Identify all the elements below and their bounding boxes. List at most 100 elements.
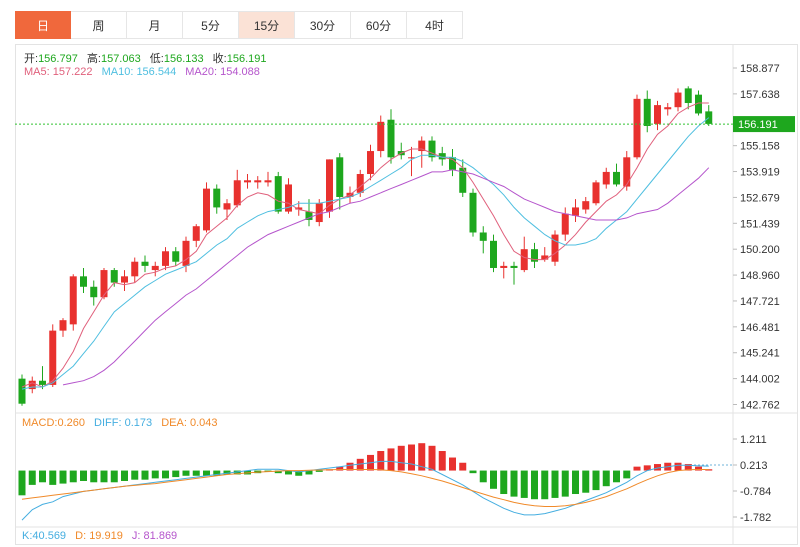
macd-bar xyxy=(90,470,98,483)
macd-tick-label: -0.784 xyxy=(740,486,771,498)
candle-body xyxy=(18,378,26,404)
candle-body xyxy=(561,213,569,235)
candle-body xyxy=(192,226,200,241)
macd-readout: MACD:0.260 DIFF: 0.173 DEA: 0.043 xyxy=(22,417,223,429)
candle-body xyxy=(377,121,385,152)
tab-day[interactable]: 日 xyxy=(15,11,71,39)
tab-month[interactable]: 月 xyxy=(127,11,183,39)
macd-bar xyxy=(18,470,26,496)
candle-body xyxy=(233,180,241,206)
macd-bar xyxy=(387,448,395,471)
j-readout: J: 81.869 xyxy=(132,530,177,542)
macd-bar xyxy=(49,470,57,485)
macd-label: MACD: xyxy=(22,417,58,429)
candle-body xyxy=(274,176,282,212)
tab-30min[interactable]: 30分 xyxy=(295,11,351,39)
macd-bar xyxy=(623,470,631,479)
diff-line xyxy=(21,460,709,521)
macd-bar xyxy=(654,464,661,471)
tab-5min[interactable]: 5分 xyxy=(183,11,239,39)
candle-body xyxy=(520,249,528,271)
candle-body xyxy=(254,180,262,183)
candle-body xyxy=(592,182,600,204)
macd-bar xyxy=(377,451,385,471)
macd-bar xyxy=(592,470,600,491)
macd-bar xyxy=(28,470,36,485)
macd-bar xyxy=(213,470,221,476)
candle-body xyxy=(664,107,672,110)
macd-bar xyxy=(479,470,487,483)
macd-bar xyxy=(151,470,159,479)
macd-bar xyxy=(490,470,497,489)
low-label: 低: xyxy=(149,53,164,65)
macd-bar xyxy=(182,470,190,476)
open-value: 156.797 xyxy=(38,53,78,65)
macd-bar xyxy=(141,470,149,480)
macd-bar xyxy=(449,457,456,471)
macd-bar xyxy=(695,466,702,471)
d-label: D: xyxy=(75,530,87,542)
macd-bar xyxy=(172,470,180,478)
macd-bar xyxy=(428,445,436,471)
macd-bar xyxy=(192,470,200,476)
high-value: 157.063 xyxy=(100,53,141,65)
tab-15min[interactable]: 15分 xyxy=(239,11,295,39)
ma5-line xyxy=(21,102,709,388)
candle-body xyxy=(182,240,190,266)
macd-value-readout: MACD:0.260 xyxy=(22,417,85,429)
ma20-value: 154.088 xyxy=(220,66,260,78)
candle-body xyxy=(100,270,108,298)
tab-60min[interactable]: 60分 xyxy=(351,11,407,39)
ma-readout: MA5: 157.222 MA10: 156.544 MA20: 154.088 xyxy=(24,66,266,78)
macd-bar xyxy=(602,470,610,487)
candle-body xyxy=(213,188,221,208)
candle-body xyxy=(643,98,651,126)
candle-body xyxy=(367,151,374,175)
candle-body xyxy=(408,157,415,159)
candle-body xyxy=(285,184,292,212)
macd-bar xyxy=(336,466,344,471)
high-label: 高: xyxy=(86,53,101,65)
diff-label: DIFF: xyxy=(94,417,122,429)
candle-body xyxy=(623,157,631,187)
y-tick-label: 147.721 xyxy=(740,296,780,308)
macd-tick-label: 0.213 xyxy=(740,460,768,472)
macd-bar xyxy=(541,470,549,500)
candle-body xyxy=(633,98,641,158)
macd-tick-label: 1.211 xyxy=(740,434,767,446)
candle-body xyxy=(305,211,313,220)
macd-bar xyxy=(397,445,405,471)
macd-bar xyxy=(110,470,118,483)
macd-bar xyxy=(469,470,477,474)
candle-body xyxy=(510,265,518,268)
candle-body xyxy=(459,167,467,193)
candle-body xyxy=(428,140,436,158)
macd-bar xyxy=(572,470,579,495)
period-tab-bar: 日 周 月 5分 15分 30分 60分 4时 xyxy=(0,0,800,40)
tab-week[interactable]: 周 xyxy=(71,11,127,39)
macd-bar xyxy=(551,470,559,498)
candle-body xyxy=(141,261,149,266)
candle-body xyxy=(479,232,487,241)
candle-body xyxy=(684,88,692,104)
candle-body xyxy=(121,276,128,283)
current-price-label: 156.191 xyxy=(738,119,778,131)
candle-body xyxy=(90,286,98,298)
y-tick-label: 153.919 xyxy=(740,167,780,179)
tab-4hour[interactable]: 4时 xyxy=(407,11,463,39)
macd-bar xyxy=(438,451,446,471)
ma10-value: 156.544 xyxy=(136,66,177,78)
candle-body xyxy=(582,201,590,210)
macd-bar xyxy=(121,470,128,481)
macd-bar xyxy=(674,462,682,471)
ma5-value: 157.222 xyxy=(52,66,93,78)
candle-body xyxy=(674,92,682,108)
j-label: J: xyxy=(131,530,141,542)
candle-body xyxy=(387,119,395,158)
d-value: 19.919 xyxy=(89,530,123,542)
ma10-line xyxy=(21,117,710,390)
candle-body xyxy=(39,380,46,385)
candle-body xyxy=(356,174,364,193)
macd-bar xyxy=(510,470,518,497)
